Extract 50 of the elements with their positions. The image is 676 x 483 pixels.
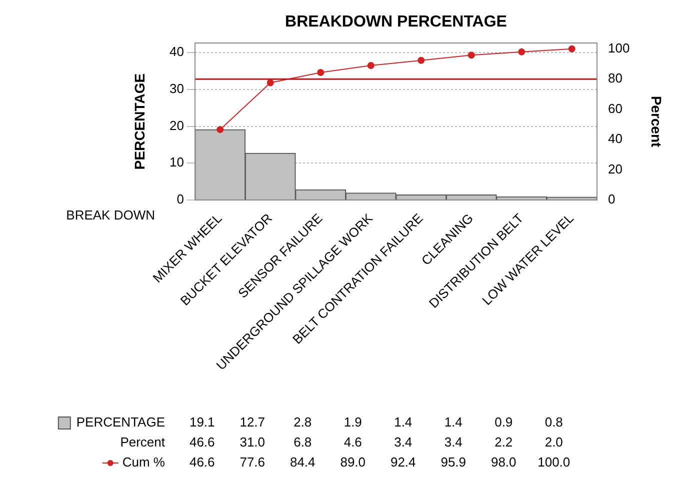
y2-tick-label: 100 bbox=[608, 40, 630, 56]
data-label: 1.4 bbox=[394, 414, 412, 430]
legend-label: PERCENTAGE bbox=[76, 414, 166, 430]
text: 31.0 bbox=[240, 434, 266, 450]
y2-tick-label: 80 bbox=[608, 70, 622, 86]
data-label: 0.8 bbox=[544, 414, 563, 430]
y-tick-label: 20 bbox=[170, 118, 184, 133]
data-label: 19.1 bbox=[189, 414, 215, 430]
data-label: 1.4 bbox=[444, 414, 462, 430]
y2-tick-label: 20 bbox=[608, 161, 622, 176]
y-tick-label: 0 bbox=[176, 192, 184, 207]
chart-title: BREAKDOWN PERCENTAGE bbox=[285, 13, 508, 30]
data-label: 77.6 bbox=[240, 454, 266, 470]
data-label: 100.0 bbox=[538, 454, 570, 470]
data-label: 92.4 bbox=[390, 454, 416, 470]
data-label: 2.8 bbox=[294, 414, 312, 430]
y2-tick-label: 0 bbox=[608, 192, 616, 207]
data-label: 46.6 bbox=[189, 454, 215, 470]
y-axis-title: PERCENTAGE bbox=[131, 73, 148, 170]
text: 3.4 bbox=[444, 434, 462, 450]
point bbox=[468, 52, 475, 59]
y2-tick-label: 60 bbox=[608, 100, 622, 116]
y2-tick-label: 40 bbox=[608, 131, 622, 146]
text: 46.6 bbox=[189, 434, 215, 450]
text: 4.6 bbox=[344, 434, 362, 450]
text: 3.4 bbox=[394, 434, 412, 450]
data-label: 89.0 bbox=[340, 454, 366, 470]
data-label: 84.4 bbox=[290, 454, 316, 470]
y-tick-label: 40 bbox=[170, 44, 184, 60]
point bbox=[317, 68, 324, 76]
y2-axis-title: Percent bbox=[648, 96, 665, 148]
legend-label: Cum % bbox=[122, 454, 166, 470]
data-label: 98.0 bbox=[490, 454, 516, 470]
point bbox=[418, 56, 425, 64]
point bbox=[367, 62, 374, 70]
point bbox=[518, 48, 526, 56]
data-label: 0.9 bbox=[494, 414, 513, 430]
point bbox=[568, 45, 576, 52]
text: 2.0 bbox=[544, 434, 563, 450]
text: 2.2 bbox=[494, 434, 513, 450]
y-tick-label: 30 bbox=[170, 81, 184, 96]
y-tick-label: 10 bbox=[170, 154, 184, 170]
data-label: 12.7 bbox=[240, 414, 266, 430]
point bbox=[216, 126, 224, 134]
data-label: 1.9 bbox=[344, 414, 362, 430]
x-axis-title: BREAK DOWN bbox=[66, 208, 155, 223]
text: Percent bbox=[120, 434, 166, 450]
text: 6.8 bbox=[294, 434, 312, 450]
point bbox=[266, 79, 274, 86]
data-label: 95.9 bbox=[440, 454, 466, 470]
